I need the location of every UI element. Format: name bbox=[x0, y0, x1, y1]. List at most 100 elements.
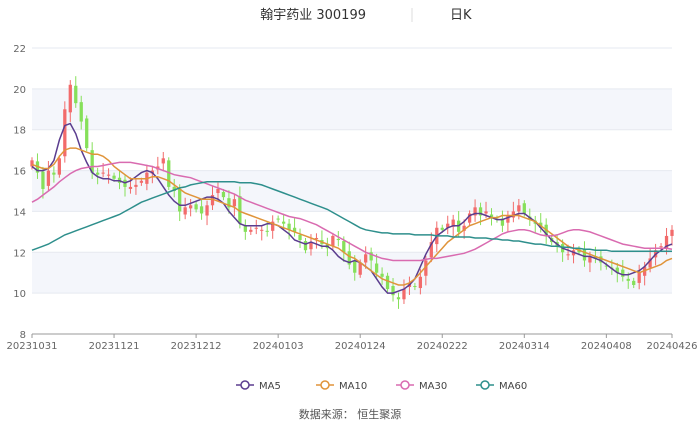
candle-body bbox=[664, 235, 669, 249]
candle-body bbox=[396, 297, 401, 300]
candle-body bbox=[194, 204, 198, 210]
x-tick-label: 20240314 bbox=[499, 341, 550, 352]
data-source: 数据来源： 恒生聚源 bbox=[299, 407, 402, 421]
candle-body bbox=[511, 211, 516, 218]
candle-body bbox=[139, 180, 144, 183]
legend-label: MA10 bbox=[339, 381, 367, 392]
legend-marker-icon bbox=[400, 380, 410, 390]
candle-body bbox=[85, 118, 89, 149]
candle-body bbox=[167, 160, 171, 187]
candle-body bbox=[96, 172, 100, 175]
candle-body bbox=[369, 252, 373, 261]
legend-label: MA5 bbox=[259, 381, 281, 392]
candle-body bbox=[216, 188, 220, 194]
y-tick-label: 8 bbox=[20, 330, 26, 341]
candle-body bbox=[358, 262, 362, 275]
chart-title-stock: 翰宇药业 300199 bbox=[260, 8, 366, 23]
candle-body bbox=[287, 223, 291, 230]
candle-body bbox=[205, 205, 209, 216]
candle-body bbox=[467, 213, 472, 223]
y-tick-label: 14 bbox=[13, 207, 26, 218]
grid-band bbox=[32, 170, 672, 212]
candle-body bbox=[418, 276, 423, 289]
legend-item-ma5[interactable]: MA5 bbox=[236, 380, 281, 392]
legend[interactable]: MA5 MA10 MA30 MA60 bbox=[236, 380, 527, 392]
x-tick-label: 20231212 bbox=[171, 341, 222, 352]
legend-label: MA30 bbox=[419, 381, 447, 392]
x-tick-label: 20231121 bbox=[89, 341, 140, 352]
candle-body bbox=[599, 256, 603, 263]
y-tick-label: 12 bbox=[13, 248, 26, 259]
candle-body bbox=[473, 207, 477, 216]
candle-body bbox=[221, 192, 226, 198]
candle-body bbox=[462, 225, 466, 231]
candle-body bbox=[249, 229, 253, 232]
candle-body bbox=[281, 221, 286, 224]
candle-body bbox=[161, 158, 165, 164]
candle-body bbox=[380, 273, 384, 277]
legend-item-ma60[interactable]: MA60 bbox=[476, 380, 527, 392]
x-tick-label: 20240426 bbox=[647, 341, 698, 352]
candle-body bbox=[199, 206, 204, 214]
candle-body bbox=[101, 172, 105, 174]
candle-body bbox=[331, 235, 335, 247]
candle-body bbox=[46, 170, 51, 186]
x-tick-label: 20240222 bbox=[417, 341, 468, 352]
candle-body bbox=[429, 242, 433, 258]
candle-body bbox=[621, 269, 625, 277]
candle-body bbox=[298, 234, 302, 241]
candle-body bbox=[57, 158, 61, 175]
candle-body bbox=[489, 214, 494, 218]
legend-label: MA60 bbox=[499, 381, 527, 392]
y-axis: 8 10 12 14 16 18 20 22 bbox=[13, 44, 26, 341]
candle-body bbox=[63, 109, 67, 157]
candle-body bbox=[260, 229, 264, 231]
candle-body bbox=[659, 246, 663, 248]
candle-body bbox=[292, 227, 297, 232]
candle-body bbox=[451, 219, 455, 227]
candle-body bbox=[243, 225, 247, 232]
ma5-line bbox=[31, 122, 673, 294]
candle-body bbox=[134, 184, 138, 187]
legend-item-ma30[interactable]: MA30 bbox=[396, 380, 447, 392]
y-tick-label: 20 bbox=[13, 85, 26, 96]
candle-body bbox=[402, 289, 406, 300]
candle-body bbox=[178, 188, 182, 212]
x-tick-label: 20240103 bbox=[253, 341, 304, 352]
chart-title-period: 日K bbox=[450, 8, 472, 23]
candle-body bbox=[374, 263, 379, 273]
candle-body bbox=[342, 241, 346, 253]
candle-body bbox=[183, 207, 187, 215]
legend-item-ma10[interactable]: MA10 bbox=[316, 380, 367, 392]
candle-body bbox=[588, 256, 592, 263]
candle-body bbox=[593, 256, 598, 259]
candle-body bbox=[232, 199, 237, 207]
y-tick-label: 22 bbox=[13, 44, 26, 55]
candle-body bbox=[522, 203, 526, 214]
candle-body bbox=[68, 84, 72, 113]
candle-body bbox=[188, 205, 193, 209]
x-tick-label: 20231031 bbox=[7, 341, 58, 352]
candle-body bbox=[632, 280, 636, 285]
candle-body bbox=[271, 221, 275, 231]
x-tick-label: 20240408 bbox=[581, 341, 632, 352]
ma60-line bbox=[31, 181, 672, 253]
candle-body bbox=[30, 160, 34, 167]
candle-body bbox=[106, 174, 111, 176]
candle-body bbox=[566, 254, 570, 256]
candle-body bbox=[626, 278, 630, 281]
candle-body bbox=[265, 230, 269, 232]
legend-marker-icon bbox=[320, 380, 330, 390]
candle-body bbox=[314, 237, 319, 240]
candle-body bbox=[446, 223, 450, 228]
candle-body bbox=[385, 275, 390, 290]
candle-body bbox=[500, 218, 505, 226]
candle-body bbox=[670, 229, 674, 236]
legend-marker-icon bbox=[240, 380, 250, 390]
candle-body bbox=[210, 195, 215, 206]
candle-body bbox=[303, 241, 308, 251]
y-tick-label: 18 bbox=[13, 126, 26, 137]
candle-body bbox=[238, 196, 242, 224]
